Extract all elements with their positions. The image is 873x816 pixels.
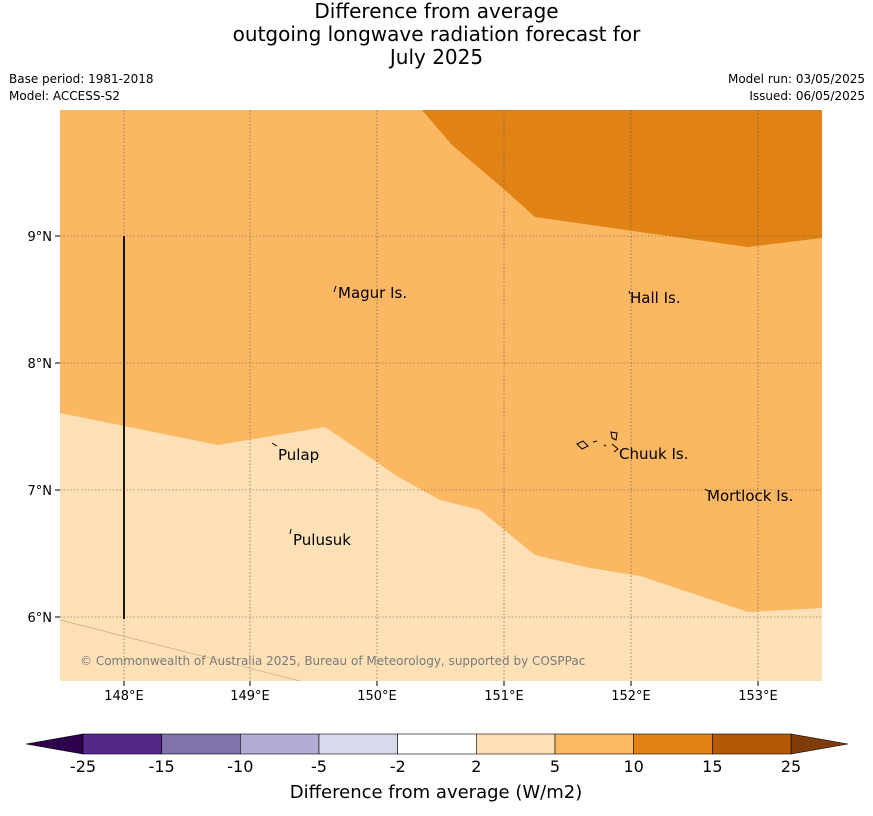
- colorbar-swatch: [554, 733, 634, 755]
- lat-label: 6°N: [28, 611, 53, 626]
- colorbar-swatch: [240, 733, 320, 755]
- colorbar-swatch: [633, 733, 713, 755]
- copyright-text: © Commonwealth of Australia 2025, Bureau…: [80, 654, 585, 668]
- island-mortlock: [704, 488, 709, 492]
- island-pulusuk: [289, 528, 292, 535]
- band-5-to-10: [60, 110, 822, 612]
- island-hall: [628, 290, 631, 295]
- title-line-1: Difference from average: [314, 0, 559, 23]
- place-label-pulusuk: Pulusuk: [293, 531, 351, 549]
- model-text: Model: ACCESS-S2: [9, 89, 121, 103]
- chart-title: Difference from average outgoing longwav…: [0, 0, 873, 69]
- colorbar-tick-label: 5: [550, 757, 560, 776]
- lon-label: 151°E: [484, 689, 524, 704]
- colorbar-tick-label: -2: [390, 757, 406, 776]
- contour-line: [60, 619, 301, 681]
- model-run-text: Model run: 03/05/2025: [727, 72, 865, 86]
- gridlines: [60, 110, 822, 681]
- place-label-pulap: Pulap: [278, 446, 319, 464]
- colorbar-swatch: [476, 733, 556, 755]
- colorbar-tick-label: 25: [781, 757, 801, 776]
- island-pulap: [271, 442, 278, 447]
- colorbar-tick-label: -5: [311, 757, 327, 776]
- colorbar-tick-label: 10: [623, 757, 643, 776]
- colorbar-swatch: [712, 733, 792, 755]
- lon-label: 149°E: [230, 689, 270, 704]
- title-line-2: outgoing longwave radiation forecast for: [232, 22, 641, 46]
- lon-label: 153°E: [738, 689, 778, 704]
- island-markers: [271, 285, 709, 535]
- place-label-mortlock: Mortlock Is.: [707, 487, 793, 505]
- lon-label: 152°E: [611, 689, 651, 704]
- colorbar-tick-label: -10: [227, 757, 253, 776]
- base-period-text: Base period: 1981-2018: [9, 72, 154, 86]
- lat-label: 7°N: [28, 484, 53, 499]
- meta-right: Model run: 03/05/2025 Issued: 06/05/2025: [728, 71, 865, 105]
- colorbar-tick-label: 15: [702, 757, 722, 776]
- lat-label: 9°N: [28, 230, 53, 245]
- lat-label: 8°N: [28, 357, 53, 372]
- axis-ticks: [55, 235, 759, 686]
- colorbar-tick-label: -25: [70, 757, 96, 776]
- colorbar-swatch: [161, 733, 241, 755]
- colorbar-swatch: [82, 733, 162, 755]
- colorbar-extend-low: [25, 733, 84, 755]
- band-10-to-15: [422, 110, 822, 247]
- colorbar-title: Difference from average (W/m2): [290, 782, 582, 803]
- meta-left: Base period: 1981-2018 Model: ACCESS-S2: [9, 71, 154, 105]
- lon-label: 150°E: [357, 689, 397, 704]
- map-area: Magur Is. Hall Is. Pulap Chuuk Is. Mortl…: [60, 110, 822, 681]
- issued-text: Issued: 06/05/2025: [749, 89, 865, 103]
- colorbar-extend-high: [790, 733, 849, 755]
- island-chuuk: [576, 431, 619, 453]
- place-label-chuuk: Chuuk Is.: [619, 445, 688, 463]
- colorbar: -25 -15 -10 -5 -2 2 5 10 15 25: [25, 733, 849, 776]
- place-label-hall: Hall Is.: [630, 289, 681, 307]
- title-line-3: July 2025: [389, 45, 484, 69]
- colorbar-swatch: [397, 733, 477, 755]
- colorbar-tick-label: 2: [471, 757, 481, 776]
- colorbar-tick-label: -15: [149, 757, 175, 776]
- island-magur: [333, 285, 337, 293]
- colorbar-swatch: [318, 733, 398, 755]
- lon-label: 148°E: [104, 689, 144, 704]
- place-label-magur: Magur Is.: [338, 284, 407, 302]
